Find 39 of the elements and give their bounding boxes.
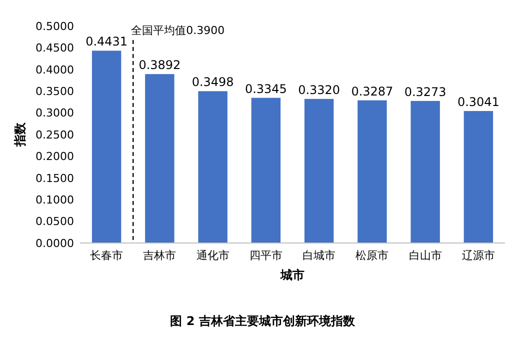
- bar: [410, 100, 440, 243]
- x-axis-title: 城市: [280, 268, 304, 282]
- data-label: 0.3287: [351, 84, 394, 98]
- x-tick-label: 白山市: [408, 249, 442, 262]
- x-tick-label: 四平市: [249, 249, 282, 262]
- data-label: 0.3041: [457, 95, 500, 110]
- y-tick-label: 0.3000: [36, 106, 74, 120]
- bar: [198, 91, 228, 243]
- x-tick-label: 松原市: [356, 249, 389, 262]
- bar: [464, 111, 494, 243]
- y-axis-title: 指数: [13, 122, 27, 148]
- x-tick-label: 白城市: [302, 249, 336, 262]
- bar: [145, 74, 174, 243]
- bar: [358, 100, 387, 243]
- bar: [304, 98, 334, 243]
- x-tick-label: 通化市: [196, 249, 230, 262]
- data-label: 0.3892: [138, 58, 181, 72]
- data-label: 0.4431: [86, 34, 128, 49]
- x-tick-label: 吉林市: [143, 249, 176, 262]
- y-tick-label: 0.2000: [36, 150, 74, 164]
- data-label: 0.3320: [298, 82, 340, 97]
- y-tick-label: 0.5000: [36, 20, 74, 33]
- data-label: 0.3345: [244, 82, 287, 96]
- data-label: 0.3273: [404, 84, 446, 99]
- y-tick-label: 0.0500: [36, 215, 74, 228]
- y-tick-label: 0.0000: [36, 236, 74, 250]
- y-tick-label: 0.3500: [36, 84, 74, 98]
- data-label: 0.3498: [192, 75, 234, 90]
- y-tick-label: 0.4500: [36, 42, 74, 55]
- bar: [92, 50, 122, 243]
- x-tick-label: 辽源市: [462, 249, 495, 262]
- y-tick-label: 0.1000: [36, 193, 74, 206]
- y-tick-label: 0.4000: [36, 63, 74, 76]
- annotation: 全国平均值0.3900: [131, 24, 225, 37]
- x-tick-label: 长春市: [90, 249, 124, 262]
- text: 图 2 吉林省主要城市创新环境指数: [170, 314, 356, 328]
- bar: [251, 98, 281, 243]
- y-tick-label: 0.1500: [36, 172, 74, 185]
- y-tick-label: 0.2500: [36, 128, 74, 142]
